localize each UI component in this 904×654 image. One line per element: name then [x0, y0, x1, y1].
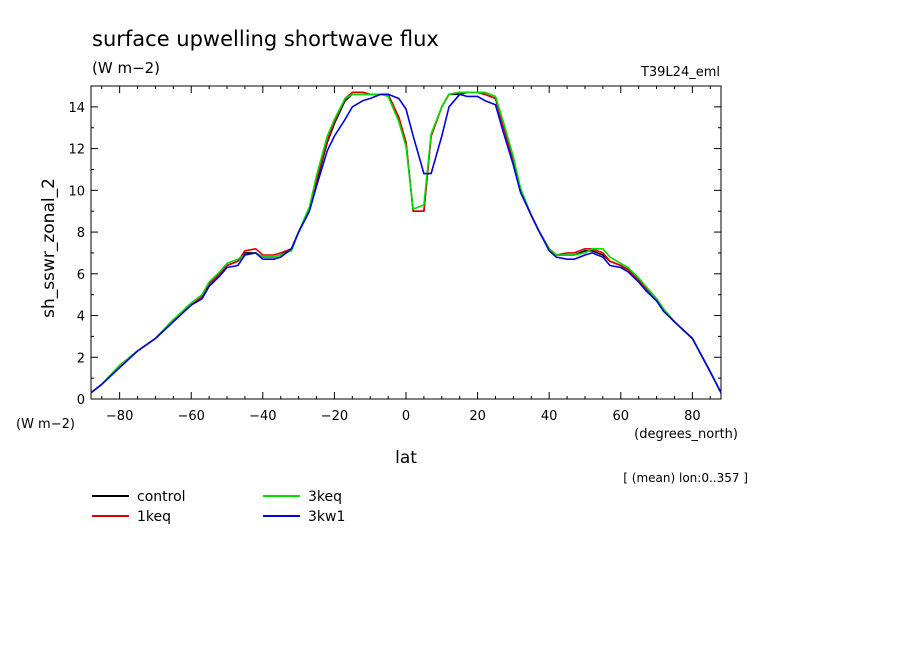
- y-tick-label: 0: [77, 393, 85, 408]
- legend: control 1keq 3keq 3kw1: [92, 489, 345, 525]
- x-tick-label: 40: [541, 409, 558, 424]
- legend-label-3keq: 3keq: [308, 489, 342, 505]
- y-axis-units: (W m−2): [16, 417, 75, 432]
- series-line-1keq: [90, 91, 722, 394]
- x-tick-label: 20: [469, 409, 486, 424]
- y-tick-label: 2: [77, 351, 85, 366]
- x-tick-label: 60: [612, 409, 629, 424]
- legend-label-control: control: [137, 489, 186, 505]
- plot-area: −80 −60 −40 −20 0 20 40 60 80 0 2 4 6 8 10 12 14: [68, 85, 722, 424]
- x-axis-label: lat: [395, 448, 417, 468]
- series-line-3keq: [90, 91, 722, 394]
- y-axis-label: sh_sswr_zonal_2: [39, 178, 59, 318]
- y-tick-label: 12: [68, 143, 85, 158]
- plot-frame: [90, 85, 722, 400]
- x-tick-label: −40: [249, 409, 276, 424]
- y-tick-label: 4: [77, 310, 85, 325]
- chart-title: surface upwelling shortwave flux: [92, 27, 439, 51]
- x-tick-label: −60: [178, 409, 205, 424]
- x-tick-label: 80: [684, 409, 701, 424]
- y-tick-label: 8: [77, 226, 85, 241]
- averaging-note: [ (mean) lon:0..357 ]: [623, 471, 748, 485]
- x-tick-label: −80: [106, 409, 133, 424]
- series-line-control: [90, 91, 722, 394]
- run-label: T39L24_eml: [640, 65, 720, 80]
- legend-label-3kw1: 3kw1: [308, 509, 345, 525]
- legend-label-1keq: 1keq: [137, 509, 171, 525]
- y-tick-label: 14: [68, 101, 85, 116]
- chart-subtitle: (W m−2): [92, 59, 160, 77]
- series-line-3kw1: [90, 93, 722, 394]
- x-tick-label: 0: [402, 409, 410, 424]
- x-axis-units: (degrees_north): [634, 427, 738, 442]
- y-tick-label: 6: [77, 268, 85, 283]
- y-tick-label: 10: [68, 184, 85, 199]
- x-tick-label: −20: [321, 409, 348, 424]
